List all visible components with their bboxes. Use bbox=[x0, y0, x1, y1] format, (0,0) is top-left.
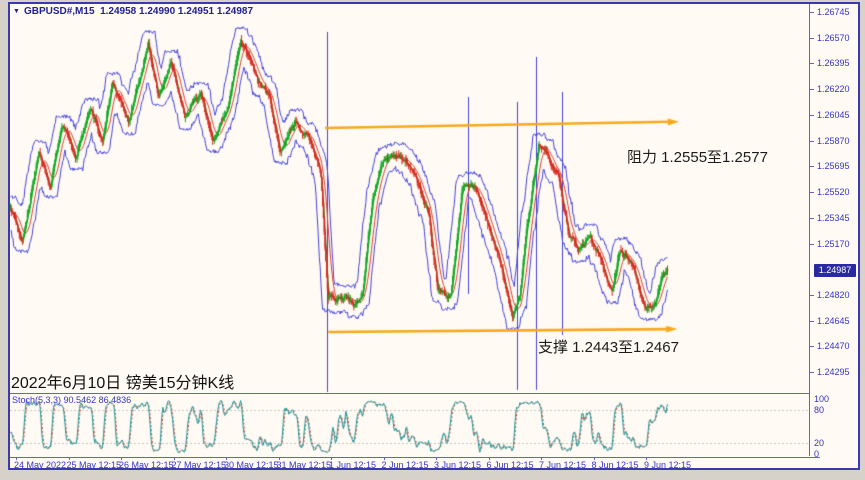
price-tick-label: 1.26045 bbox=[817, 109, 850, 120]
date-tick-label: 9 Jun 12:15 bbox=[644, 460, 692, 470]
price-tick-label: 1.25695 bbox=[817, 161, 850, 172]
current-price-badge: 1.24987 bbox=[814, 264, 856, 278]
date-tick-label: 3 Jun 12:15 bbox=[434, 460, 482, 470]
date-axis[interactable]: 24 May 2022 25 May 12:15 26 May 12:15 27 Ma… bbox=[10, 457, 820, 470]
ohlc-quotes: 1.24958 1.24990 1.24951 1.24987 bbox=[100, 6, 254, 17]
price-scale[interactable]: 1.26745 1.26570 1.26395 1.26220 1.26045 1.258… bbox=[809, 4, 858, 459]
stoch-scale-label: 80 bbox=[814, 405, 825, 415]
date-tick bbox=[68, 457, 70, 460]
stochastic-canvas[interactable] bbox=[10, 394, 820, 457]
price-tick-label: 1.24295 bbox=[817, 367, 850, 378]
date-tick-label: 2 Jun 12:15 bbox=[381, 460, 429, 470]
price-tick-label: 1.25170 bbox=[817, 238, 850, 249]
price-tick-label: 1.24470 bbox=[817, 341, 850, 352]
support-annotation: 支撑 1.2443至1.2467 bbox=[538, 339, 679, 356]
price-tick bbox=[810, 63, 814, 65]
price-tick-label: 1.25520 bbox=[817, 187, 850, 198]
indicator-values: 90.5462 86.4836 bbox=[63, 395, 132, 405]
price-tick bbox=[810, 140, 814, 142]
date-tick bbox=[541, 457, 542, 460]
price-tick-label: 1.26745 bbox=[817, 7, 850, 17]
date-tick-label: 31 May 12:15 bbox=[276, 460, 332, 470]
price-tick bbox=[810, 166, 814, 168]
price-tick-label: 1.26570 bbox=[817, 32, 850, 43]
date-tick bbox=[436, 457, 437, 460]
stoch-scale-label: 0 bbox=[814, 449, 820, 459]
date-tick-label: 30 May 12:15 bbox=[224, 460, 279, 470]
chevron-down-icon[interactable]: ▼ bbox=[13, 8, 20, 15]
price-tick-label: 1.26395 bbox=[817, 58, 850, 69]
price-tick-label: 1.24820 bbox=[817, 289, 850, 300]
stochastic-label: Stoch(5,3,3) 90.5462 86.4836 bbox=[12, 395, 131, 405]
date-tick-label: 24 May 2022 bbox=[14, 460, 67, 470]
indicator-name: Stoch(5,3,3) bbox=[12, 395, 62, 405]
chart-caption: 2022年6月10日 镑美15分钟K线 bbox=[11, 375, 235, 392]
price-tick-label: 1.26220 bbox=[817, 84, 850, 95]
price-tick bbox=[810, 320, 814, 322]
price-tick-label: 1.24645 bbox=[817, 315, 850, 326]
price-tick bbox=[810, 372, 814, 374]
date-tick bbox=[593, 457, 595, 460]
date-tick bbox=[121, 457, 122, 460]
date-tick-label: 8 Jun 12:15 bbox=[591, 460, 639, 470]
date-tick-label: 27 May 12:15 bbox=[171, 460, 227, 470]
date-tick bbox=[488, 457, 490, 460]
resistance-annotation: 阻力 1.2555至1.2577 bbox=[627, 149, 768, 166]
price-tick bbox=[810, 243, 814, 245]
price-tick bbox=[810, 217, 814, 219]
date-tick-label: 6 Jun 12:15 bbox=[486, 460, 534, 470]
price-tick bbox=[810, 294, 814, 296]
price-chart-canvas[interactable] bbox=[10, 4, 820, 393]
date-tick bbox=[383, 457, 385, 460]
price-tick-label: 1.25345 bbox=[817, 212, 850, 223]
date-tick bbox=[278, 457, 280, 460]
price-tick bbox=[810, 12, 814, 13]
price-tick-label: 1.25870 bbox=[817, 135, 850, 146]
date-tick bbox=[646, 457, 647, 460]
date-tick bbox=[173, 457, 175, 460]
price-tick bbox=[810, 37, 814, 39]
date-tick bbox=[226, 457, 227, 460]
price-tick bbox=[810, 89, 814, 91]
price-tick bbox=[810, 114, 814, 116]
stoch-scale-label: 100 bbox=[814, 394, 830, 404]
date-tick bbox=[331, 457, 332, 460]
date-tick bbox=[16, 457, 17, 460]
symbol-name: GBPUSD#,M15 bbox=[23, 6, 95, 17]
date-tick-label: 1 Jun 12:15 bbox=[329, 460, 377, 470]
chart-window: ▼ GBPUSD#,M15 1.24958 1.24990 1.24951 1.2… bbox=[8, 2, 860, 470]
date-tick-label: 7 Jun 12:15 bbox=[539, 460, 587, 470]
price-tick bbox=[810, 346, 814, 348]
chart-title: ▼ GBPUSD#,M15 1.24958 1.24990 1.24951 1.2… bbox=[13, 6, 253, 17]
price-tick bbox=[810, 192, 814, 194]
stochastic-panel: Stoch(5,3,3) 90.5462 86.4836 bbox=[10, 393, 820, 458]
date-tick-label: 25 May 12:15 bbox=[66, 460, 122, 470]
date-tick-label: 26 May 12:15 bbox=[119, 460, 174, 470]
stoch-scale-label: 20 bbox=[814, 438, 825, 448]
